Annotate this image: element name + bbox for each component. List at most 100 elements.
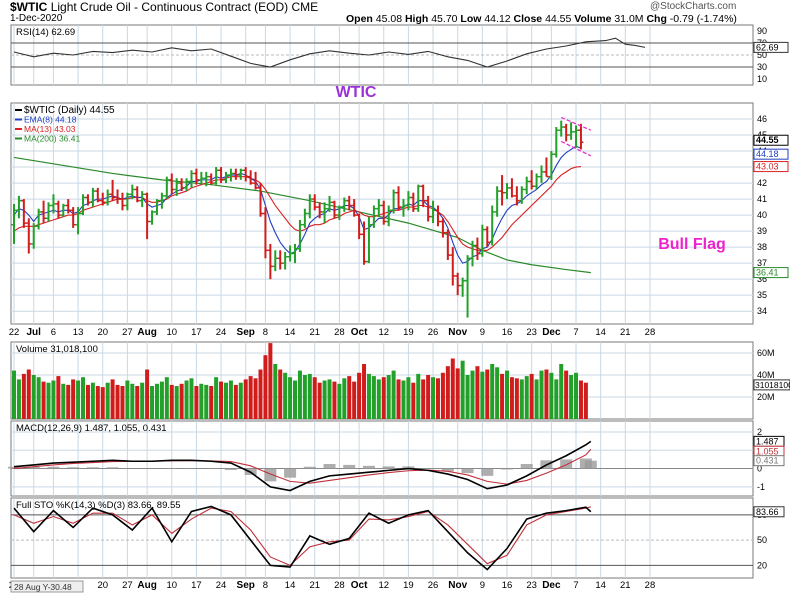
price-bar — [272, 250, 278, 272]
price-ytick: 39 — [757, 226, 767, 236]
volume-bar — [352, 381, 357, 419]
price-bar — [75, 207, 81, 235]
volume-bar — [322, 380, 327, 419]
price-bar — [110, 179, 116, 201]
price-bar — [509, 178, 515, 198]
price-bar — [287, 245, 293, 262]
volume-label: Volume — [574, 13, 612, 25]
date-axis-bottom-tick: 21 — [309, 580, 320, 591]
price-bar — [430, 200, 436, 224]
volume-bar — [189, 378, 194, 419]
volume-bar — [317, 382, 322, 419]
volume-bar — [214, 377, 219, 419]
volume-bar — [209, 386, 214, 419]
volume-bar — [90, 382, 95, 419]
date-axis-bottom-tick: Oct — [351, 580, 368, 591]
volume-bar — [366, 373, 371, 419]
macd-ytick: 0 — [757, 464, 762, 474]
price-bar — [154, 199, 160, 216]
macd-histogram-bar — [67, 467, 80, 469]
volume-bar — [490, 364, 495, 419]
volume-bar — [396, 379, 401, 419]
panel-frame-sto — [10, 497, 754, 579]
volume-bar — [406, 377, 411, 419]
volume-bar — [95, 386, 100, 419]
price-bar — [179, 178, 185, 192]
macd-histogram-bar — [362, 465, 375, 469]
volume-bar — [194, 386, 199, 419]
volume-bar — [347, 376, 352, 419]
price-bar — [307, 194, 313, 219]
price-bar — [341, 197, 347, 212]
date-axis-mid-tick: 13 — [73, 327, 84, 338]
volume-bar — [248, 376, 253, 419]
price-bar — [134, 186, 140, 203]
date-axis-mid-tick: 12 — [378, 327, 389, 338]
volume-bar — [243, 379, 248, 419]
macd-line — [13, 440, 592, 492]
volume-value-tag — [753, 379, 790, 391]
volume-bar — [342, 378, 347, 419]
price-bar — [65, 199, 71, 214]
footer-note-box — [10, 580, 84, 593]
price-bar — [440, 218, 446, 238]
high-value: 45.70 — [431, 13, 458, 25]
price-bar — [336, 205, 342, 220]
volume-bar — [179, 383, 184, 419]
volume-bar — [130, 383, 135, 419]
price-bar — [105, 189, 111, 206]
close-label: Close — [513, 13, 543, 25]
rsi-value-tag — [753, 41, 789, 53]
volume-bar — [46, 382, 51, 419]
price-bar — [563, 123, 569, 142]
price-bar — [188, 170, 194, 188]
date-axis-bottom-tick: 16 — [502, 580, 513, 591]
date-axis-bottom-tick: 9 — [480, 580, 485, 591]
annotation-bull-flag: Bull Flag — [658, 236, 726, 253]
macd-histogram-bar — [303, 466, 316, 469]
date-axis-bottom-tick: 28 — [334, 580, 345, 591]
date-axis-mid-tick: Sep — [237, 327, 255, 338]
sto-legend: Full STO %K(14,3) %D(3) 83.66, 89.55 — [16, 500, 181, 511]
price-bar — [405, 191, 411, 211]
price-bar — [16, 195, 22, 219]
volume-ytick: 40M — [757, 370, 775, 380]
volume-bar — [578, 380, 583, 419]
high-label: High — [404, 13, 429, 25]
price-bar — [558, 120, 564, 137]
date-axis-mid-tick: Dec — [542, 327, 561, 338]
price-bar — [410, 192, 416, 212]
volume-bar — [337, 383, 342, 419]
date-axis-mid-tick: Jul — [26, 327, 41, 338]
price-bar — [193, 168, 199, 185]
macd-histogram-bar — [402, 466, 415, 469]
price-bar — [164, 176, 170, 200]
volume-ytick: 20M — [757, 392, 775, 402]
volume-bar — [288, 377, 293, 419]
watermark: @StockCharts.com — [650, 1, 737, 12]
price-bar — [568, 122, 574, 140]
volume-bar — [480, 371, 485, 419]
volume-bar — [145, 369, 150, 419]
volume-bar — [416, 373, 421, 419]
date-axis-bottom-tick: 10 — [166, 580, 177, 591]
price-bar — [184, 178, 190, 192]
price-bar — [100, 192, 106, 206]
volume-bar — [421, 379, 426, 419]
date-axis-mid-tick: 23 — [526, 327, 537, 338]
price-bar — [129, 184, 135, 200]
price-value-label: 36.41 — [756, 268, 779, 278]
volume-bar — [76, 380, 81, 419]
volume-bar — [204, 384, 209, 419]
close-value: 44.55 — [545, 13, 572, 25]
macd-value-tag — [753, 455, 785, 467]
price-bar — [26, 218, 32, 254]
date-axis-mid-tick: 28 — [334, 327, 345, 338]
price-bar — [302, 208, 308, 228]
volume-bar — [150, 386, 155, 419]
volume-bar — [559, 364, 564, 419]
macd-signal-line — [13, 448, 592, 485]
volume-bar — [312, 377, 317, 419]
price-bar — [539, 165, 545, 184]
